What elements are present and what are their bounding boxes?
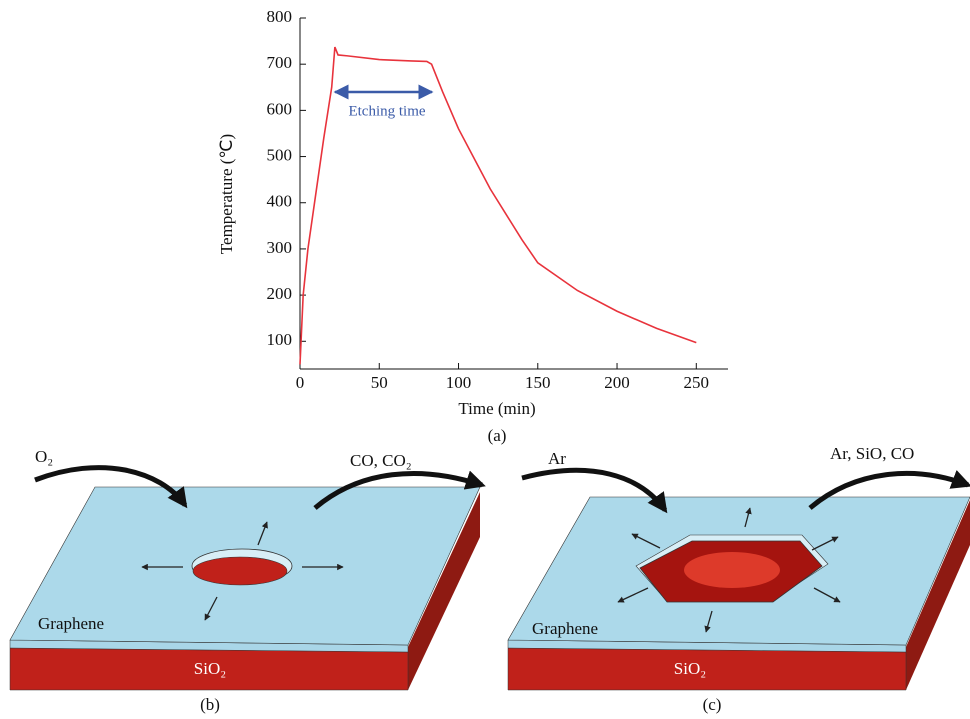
x-tick-label: 150 [525,373,551,392]
x-tick-label: 50 [371,373,388,392]
caption: (c) [703,695,722,714]
x-tick-label: 200 [604,373,630,392]
y-axis-label: Temperature (℃) [217,134,236,254]
x-axis-label: Time (min) [458,399,535,418]
figure: Etching time Temperature (℃) Time (min) … [0,0,970,719]
chart: Etching time Temperature (℃) Time (min) … [217,7,728,445]
substrate-front [508,648,906,690]
annotation: Etching time [348,103,425,119]
data-line [300,47,696,364]
y-tick-label: 400 [267,192,293,211]
y-tick-label: 700 [267,53,293,72]
y-tick-label: 600 [267,99,293,118]
layer-label: Graphene [38,614,104,633]
x-tick-label: 100 [446,373,472,392]
caption: (a) [488,426,507,445]
y-tick-label: 200 [267,284,293,303]
substrate-label: SiO₂ [194,659,226,678]
x-tick-label: 250 [684,373,710,392]
y-tick-label: 100 [267,330,293,349]
y-tick-label: 300 [267,238,293,257]
x-tick-label: 0 [296,373,305,392]
layer-label: Graphene [532,619,598,638]
diagram-c: Ar Ar, SiO, CO Graphene SiO₂ (c) [508,444,970,714]
pit-center [684,552,780,588]
y-tick-label: 800 [267,7,293,26]
gas-in: Ar [548,449,566,468]
caption: (b) [200,695,220,714]
gas-out: CO, CO₂ [350,451,412,470]
gas-out: Ar, SiO, CO [830,444,914,463]
y-tick-label: 500 [267,145,293,164]
substrate-label: SiO₂ [674,659,706,678]
gas-in: O₂ [35,447,53,466]
pit [193,557,287,585]
diagram-b: O₂ CO, CO₂ Graphene SiO₂ (b) [10,447,482,714]
